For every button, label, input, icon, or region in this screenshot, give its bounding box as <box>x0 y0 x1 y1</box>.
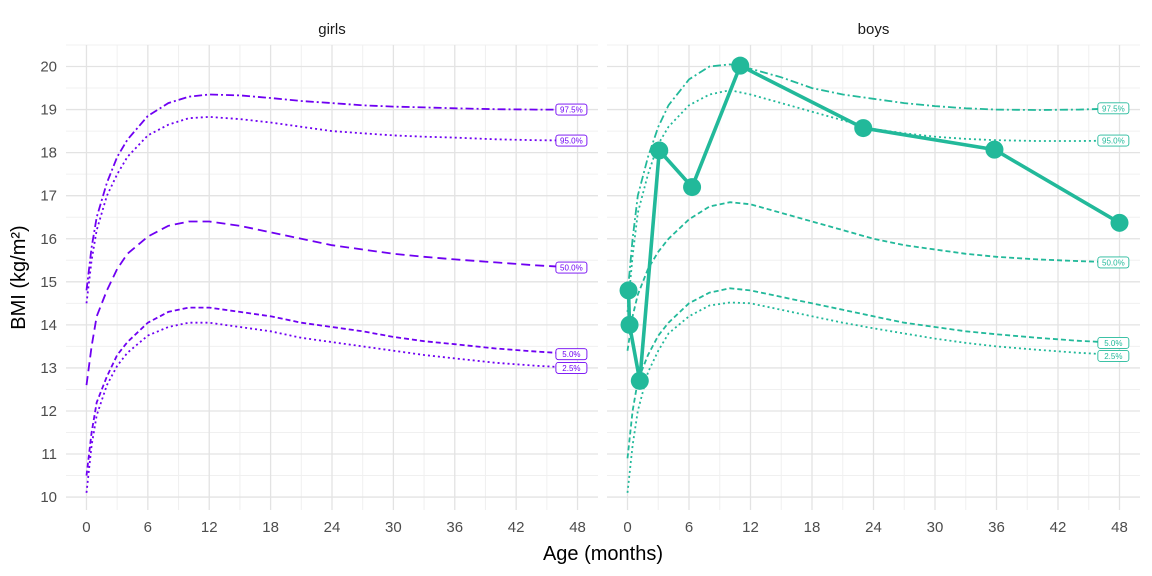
curve-label: 95.0% <box>560 137 583 146</box>
curve-label-box <box>555 348 588 361</box>
x-tick-label: 30 <box>927 519 944 536</box>
panel-title: girls <box>318 21 346 38</box>
observed-point <box>1110 213 1129 232</box>
y-tick-label: 19 <box>40 102 57 119</box>
percentile-curve <box>85 321 578 493</box>
curve-label-box <box>555 134 588 147</box>
x-axis-title: Age (months) <box>543 543 663 565</box>
curve-label-box <box>1097 256 1130 269</box>
panel-girls: girls 0 6 12 18 24 30 36 42 48 97.5% 95.0% 50.0% 5.0%… <box>66 21 598 536</box>
curve-label-box <box>1097 349 1130 362</box>
x-tick-label: 12 <box>201 519 218 536</box>
y-tick-label: 20 <box>40 59 57 76</box>
y-tick-label: 15 <box>40 274 57 291</box>
percentile-curve <box>85 93 578 291</box>
x-tick-label: 18 <box>262 519 279 536</box>
x-tick-label: 36 <box>988 519 1005 536</box>
x-tick-label: 42 <box>1050 519 1067 536</box>
curve-label: 5.0% <box>562 350 580 359</box>
x-tick-label: 6 <box>144 519 152 536</box>
observed-point <box>619 281 638 300</box>
observed-point <box>630 371 649 390</box>
y-tick-label: 13 <box>40 360 57 377</box>
y-tick-label: 14 <box>40 317 57 334</box>
x-tick-label: 18 <box>804 519 821 536</box>
percentile-curve <box>626 301 1120 493</box>
curve-label-box <box>555 361 588 374</box>
observed-point <box>650 141 669 160</box>
curve-label: 97.5% <box>1102 104 1125 113</box>
curve-label-box <box>1097 134 1130 147</box>
observed-point <box>683 178 702 197</box>
observed-point <box>731 56 750 75</box>
y-tick-label: 16 <box>40 231 57 248</box>
y-tick-label: 18 <box>40 145 57 162</box>
percentile-curve <box>85 220 578 386</box>
y-axis-title: BMI (kg/m²) <box>8 225 30 329</box>
curve-label-box <box>555 261 588 274</box>
x-tick-label: 48 <box>569 519 586 536</box>
panel-boys: boys 0 6 12 18 24 30 36 42 48 97.5% 95.0% 50.0% 5.0% 2… <box>607 21 1140 536</box>
curve-label-box <box>555 103 588 116</box>
y-tick-label: 10 <box>40 489 57 506</box>
curve-label: 2.5% <box>1104 352 1122 361</box>
panel-title: boys <box>858 21 890 38</box>
percentile-curve <box>626 89 1120 312</box>
x-tick-label: 36 <box>446 519 463 536</box>
curve-label-box <box>1097 102 1130 115</box>
observed-point <box>620 315 639 334</box>
curve-label-box <box>1097 336 1130 349</box>
x-tick-label: 24 <box>865 519 882 536</box>
y-tick-label: 11 <box>41 446 57 463</box>
observed-point <box>854 119 873 138</box>
x-tick-label: 0 <box>82 519 90 536</box>
curve-label: 97.5% <box>560 106 583 115</box>
curve-label: 5.0% <box>1104 339 1122 348</box>
percentile-curve <box>626 287 1120 459</box>
y-tick-label: 12 <box>40 403 57 420</box>
curve-label: 50.0% <box>1102 258 1125 267</box>
x-tick-label: 6 <box>685 519 693 536</box>
curve-label: 2.5% <box>562 364 580 373</box>
y-tick-label: 17 <box>40 188 57 205</box>
x-tick-label: 24 <box>324 519 341 536</box>
x-tick-label: 42 <box>508 519 525 536</box>
x-tick-label: 48 <box>1111 519 1128 536</box>
x-tick-label: 0 <box>623 519 631 536</box>
x-tick-label: 30 <box>385 519 402 536</box>
curve-label: 50.0% <box>560 264 583 273</box>
observed-point <box>985 140 1004 159</box>
percentile-curve <box>85 306 578 476</box>
curve-label: 95.0% <box>1102 137 1125 146</box>
x-tick-label: 12 <box>742 519 759 536</box>
